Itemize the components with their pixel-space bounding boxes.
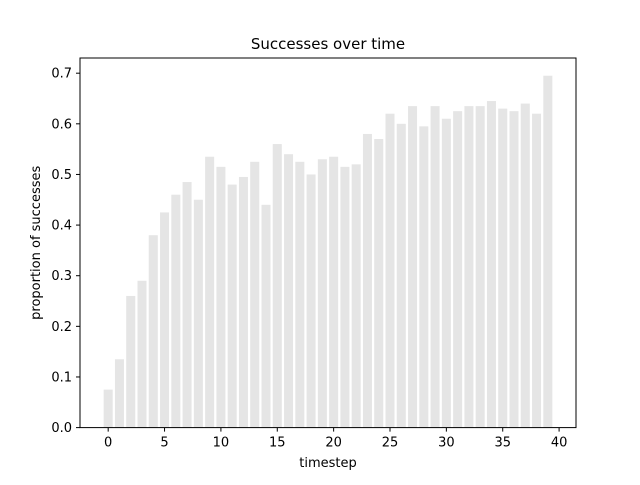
bar-t5 — [160, 212, 170, 428]
bar-t36 — [509, 111, 519, 428]
bars-group — [103, 75, 553, 428]
bar-t7 — [182, 182, 192, 428]
y-tick-label: 0.7 — [51, 67, 72, 82]
bar-t31 — [453, 111, 463, 428]
bar-t35 — [498, 108, 508, 428]
bar-t33 — [475, 106, 485, 428]
y-axis-label: proportion of successes — [29, 166, 44, 320]
bar-t34 — [486, 101, 496, 428]
x-tick-label: 35 — [494, 436, 511, 451]
x-tick-label: 20 — [325, 436, 342, 451]
y-tick-label: 0.4 — [51, 219, 72, 234]
bar-t13 — [250, 161, 260, 428]
bar-t29 — [430, 106, 440, 428]
x-tick-label: 0 — [104, 436, 112, 451]
x-tick-label: 5 — [160, 436, 168, 451]
y-tick-label: 0.0 — [51, 421, 72, 436]
bar-t0 — [103, 389, 113, 428]
y-tick-label: 0.1 — [51, 370, 72, 385]
bar-t23 — [362, 133, 372, 428]
bar-t25 — [385, 113, 395, 428]
y-tick-label: 0.3 — [51, 269, 72, 284]
bar-t24 — [374, 139, 384, 428]
bar-t8 — [193, 199, 203, 428]
bar-t38 — [532, 113, 542, 428]
x-tick-label: 30 — [438, 436, 455, 451]
bar-t30 — [441, 118, 451, 428]
bar-t9 — [205, 156, 215, 428]
bar-t6 — [171, 194, 181, 428]
bar-t28 — [419, 126, 429, 428]
bar-t11 — [227, 184, 237, 428]
bar-t14 — [261, 204, 271, 428]
bar-t39 — [543, 75, 553, 428]
x-tick-label: 15 — [269, 436, 286, 451]
bar-t20 — [329, 156, 339, 428]
bar-t17 — [295, 161, 305, 428]
bar-t19 — [317, 159, 327, 428]
y-tick-label: 0.2 — [51, 320, 72, 335]
bar-t4 — [148, 235, 158, 428]
chart-title: Successes over time — [251, 35, 405, 53]
plot-frame — [79, 57, 577, 429]
bar-t22 — [351, 164, 361, 428]
bar-t27 — [408, 106, 418, 428]
bar-t15 — [272, 144, 282, 428]
x-tick-label: 10 — [213, 436, 230, 451]
bar-t37 — [520, 103, 530, 428]
y-tick-label: 0.6 — [51, 117, 72, 132]
x-tick-label: 40 — [551, 436, 568, 451]
bar-t21 — [340, 166, 350, 428]
bar-t32 — [464, 106, 474, 428]
bar-t2 — [126, 295, 136, 428]
bar-t18 — [306, 174, 316, 428]
x-axis-label: timestep — [299, 456, 357, 471]
bar-t12 — [238, 176, 248, 428]
x-tick-label: 25 — [382, 436, 399, 451]
y-axis: 0.0 0.1 0.2 0.3 0.4 0.5 0.6 0.7 — [51, 67, 80, 436]
y-tick-label: 0.5 — [51, 168, 72, 183]
bar-t1 — [114, 359, 124, 428]
bar-t3 — [137, 280, 147, 428]
bar-t26 — [396, 123, 406, 428]
bar-t10 — [216, 166, 226, 428]
bar-t16 — [284, 154, 294, 428]
x-axis: 0 5 10 15 20 25 30 35 40 — [104, 427, 568, 451]
